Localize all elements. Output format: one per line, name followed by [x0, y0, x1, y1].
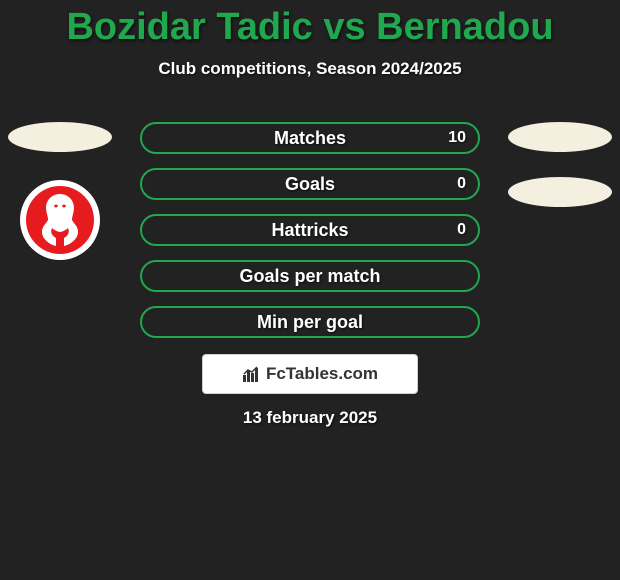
stat-label: Goals: [285, 174, 335, 195]
stat-row-min-per-goal: Min per goal: [140, 306, 480, 338]
source-badge-text: FcTables.com: [266, 364, 378, 384]
page-title: Bozidar Tadic vs Bernadou: [0, 0, 620, 49]
stat-row-goals: Goals 0: [140, 168, 480, 200]
stat-value-right: 0: [457, 221, 466, 239]
player1-avatar-placeholder: [8, 122, 112, 152]
player2-avatar-placeholder: [508, 122, 612, 152]
stat-label: Min per goal: [257, 312, 363, 333]
stats-container: Matches 10 Goals 0 Hattricks 0 Goals per…: [140, 122, 480, 352]
page-subtitle: Club competitions, Season 2024/2025: [0, 59, 620, 79]
stat-value-right: 0: [457, 175, 466, 193]
stat-label: Matches: [274, 128, 346, 149]
stat-label: Hattricks: [271, 220, 348, 241]
stat-label: Goals per match: [239, 266, 380, 287]
source-badge[interactable]: FcTables.com: [202, 354, 418, 394]
stat-row-matches: Matches 10: [140, 122, 480, 154]
lion-icon: [32, 190, 88, 250]
player1-club-crest: [20, 180, 100, 260]
bars-icon: [242, 365, 262, 383]
stat-row-goals-per-match: Goals per match: [140, 260, 480, 292]
stat-row-hattricks: Hattricks 0: [140, 214, 480, 246]
player2-club-placeholder: [508, 177, 612, 207]
footer-date: 13 february 2025: [0, 408, 620, 428]
stat-value-right: 10: [448, 129, 466, 147]
